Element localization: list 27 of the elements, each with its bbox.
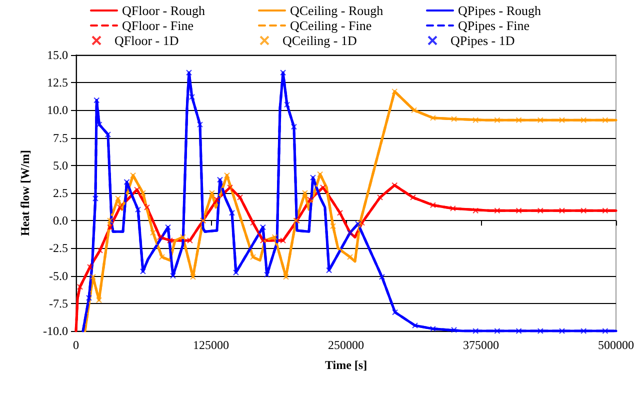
x-tick-label: 125000 [193,338,229,352]
x-tick-label: 0 [73,338,79,352]
x-tick-label: 500000 [598,338,634,352]
x-tick-label: 250000 [328,338,364,352]
legend-label: QCeiling - 1D [282,33,357,48]
legend-label: QPipes - Fine [458,18,530,33]
y-tick-label: -2.5 [49,241,68,256]
legend-label: QFloor - Rough [122,3,206,18]
y-tick-label: 15.0 [47,48,68,62]
legend-label: QPipes - Rough [458,3,542,18]
legend-label: QFloor - Fine [122,18,194,33]
y-tick-label: 10.0 [47,103,68,118]
legend-label: QFloor - 1D [114,33,179,48]
y-tick-label: 7.5 [53,130,68,145]
legend-label: QPipes - 1D [450,33,515,48]
legend-label: QCeiling - Fine [290,18,372,33]
y-tick-label: -10.0 [43,324,68,338]
x-axis-title: Time [s] [324,358,368,372]
y-tick-label: 5.0 [53,158,68,172]
y-tick-label: -5.0 [49,268,68,283]
y-axis-title: Heat flow [W/m] [18,150,32,236]
y-tick-label: 12.5 [47,76,68,90]
y-tick-label: 2.5 [53,186,68,200]
legend-label: QCeiling - Rough [290,3,384,18]
x-tick-label: 375000 [463,338,499,352]
y-tick-label: -7.5 [49,296,68,310]
y-tick-label: 0.0 [53,214,68,228]
